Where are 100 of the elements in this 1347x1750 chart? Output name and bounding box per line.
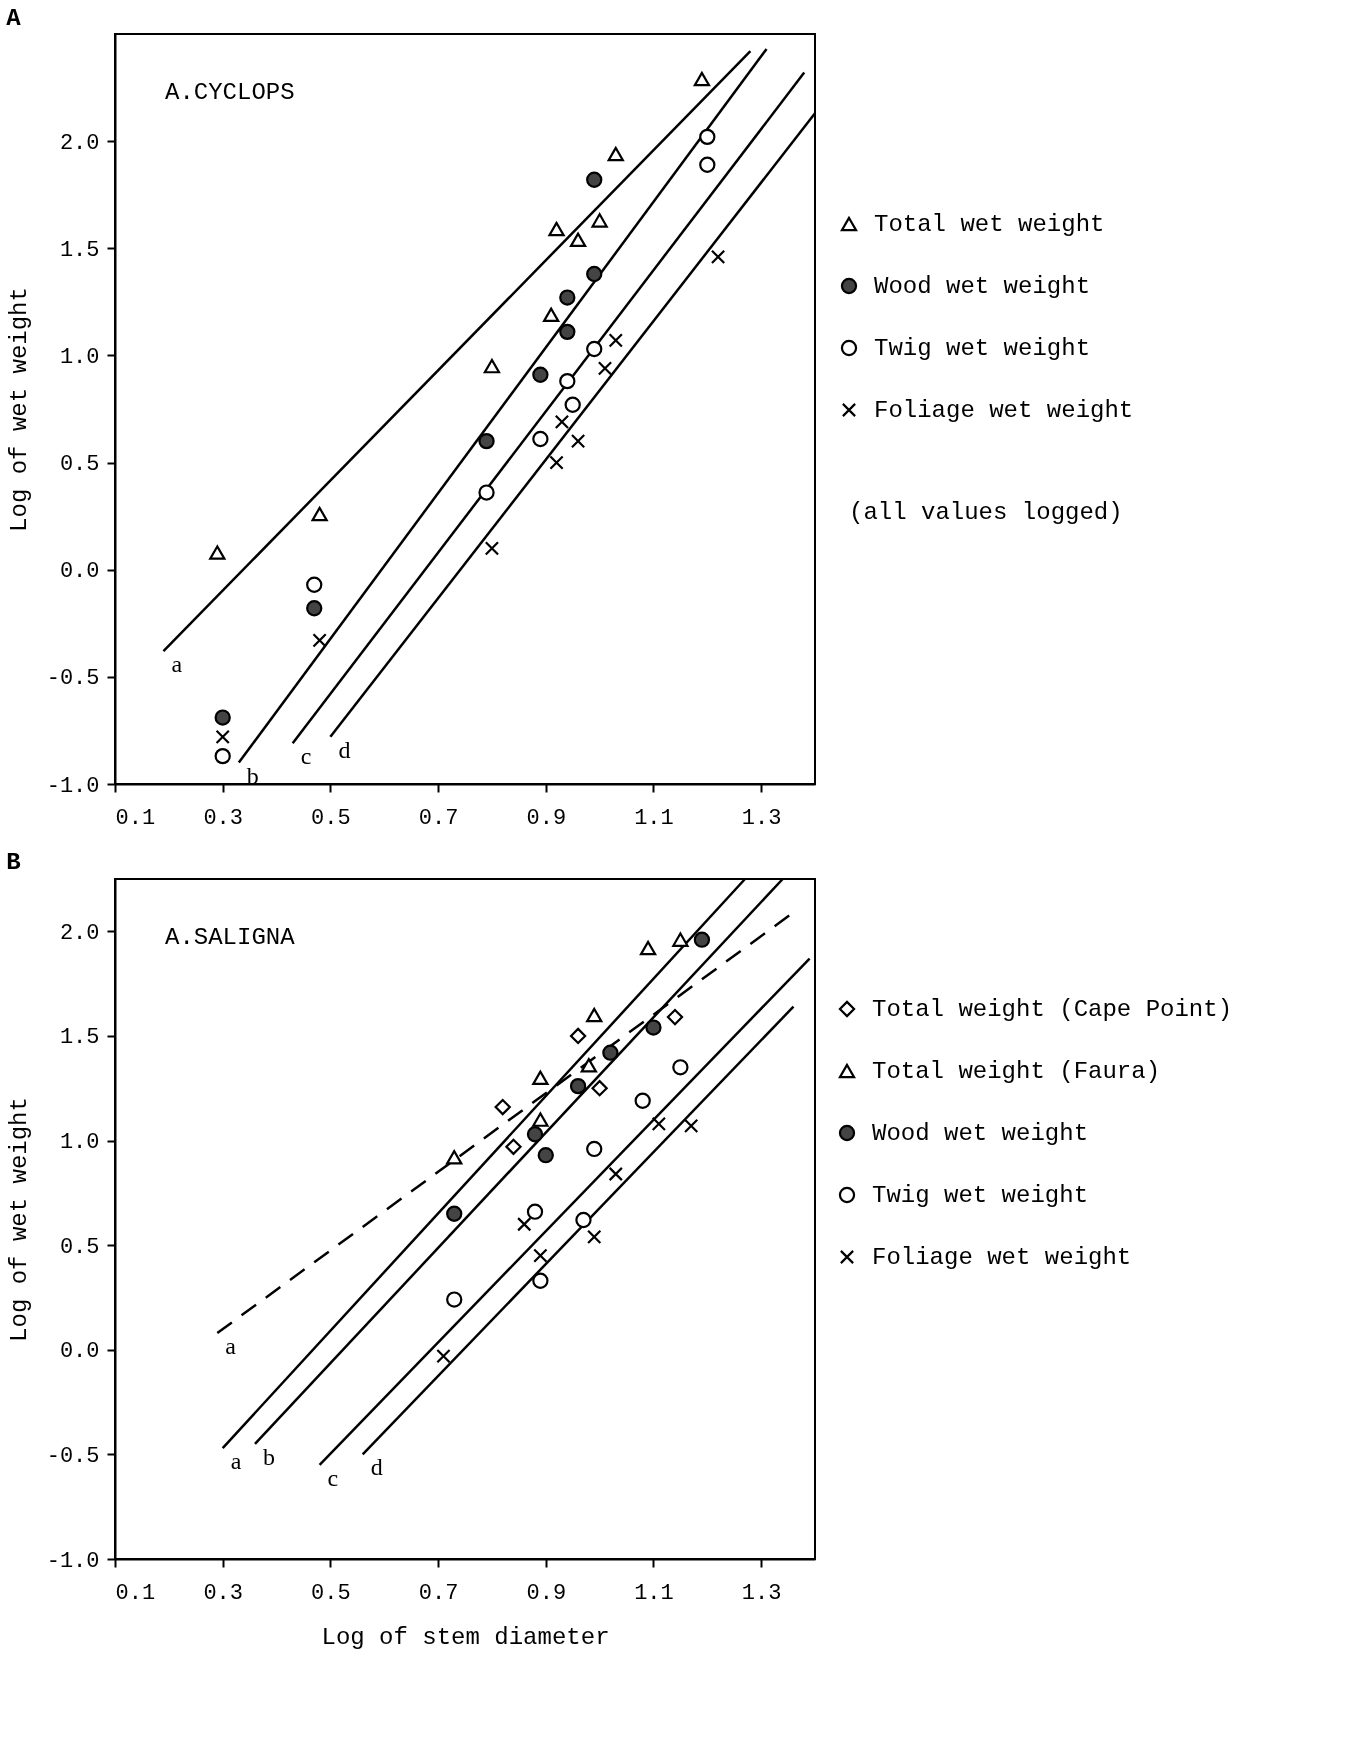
point — [559, 289, 576, 306]
legend-label: Wood wet weight — [872, 1120, 1089, 1147]
y-tick-label: 1.0 — [59, 344, 100, 370]
point — [483, 358, 501, 374]
legend-label: Total weight (Faura) — [872, 1058, 1161, 1085]
series-label: a — [171, 651, 183, 678]
y-tick-label: -0.5 — [46, 1443, 100, 1469]
point — [559, 372, 576, 390]
point — [710, 249, 726, 265]
x-tick-label: 1.1 — [634, 805, 674, 831]
point — [549, 455, 564, 470]
point — [586, 171, 603, 188]
point — [533, 1248, 548, 1263]
point — [526, 1126, 544, 1143]
y-tick-label: -1.0 — [46, 1548, 100, 1574]
point — [214, 747, 231, 765]
series-label: a — [225, 1333, 237, 1360]
point — [591, 1080, 608, 1097]
point — [608, 1166, 623, 1182]
series-label: d — [370, 1454, 383, 1481]
point — [569, 1077, 587, 1095]
x-tick-label: 0.3 — [203, 805, 243, 831]
legend-label: Total wet weight — [874, 211, 1105, 238]
point — [639, 940, 657, 956]
point — [526, 1203, 544, 1220]
legend-label: Wood wet weight — [874, 273, 1091, 300]
point — [586, 1140, 603, 1158]
x-tick-label: 0.7 — [418, 1580, 459, 1606]
point — [587, 1229, 602, 1245]
point — [311, 506, 328, 522]
y-tick-label: 1.0 — [59, 1130, 100, 1156]
y-axis-title: Log of wet weight — [5, 287, 33, 532]
text: A.CYCLOPS — [165, 79, 295, 106]
point — [478, 432, 495, 450]
point — [634, 1092, 651, 1109]
point — [575, 1211, 592, 1229]
point — [548, 221, 565, 237]
series-label: c — [327, 1464, 339, 1491]
point — [537, 1147, 554, 1164]
point — [586, 340, 603, 358]
x-tick-label: 0.1 — [115, 805, 156, 831]
point — [478, 484, 495, 501]
y-tick-label: 0.5 — [59, 452, 100, 478]
x-tick-label: 1.3 — [741, 805, 782, 831]
point — [693, 931, 711, 948]
legend-label: Foliage wet weight — [874, 397, 1134, 424]
y-tick-label: 1.5 — [59, 237, 100, 263]
point — [209, 545, 226, 560]
point — [517, 1217, 532, 1232]
x-tick-label: 0.9 — [526, 805, 567, 831]
y-axis-title: Log of wet weight — [5, 1097, 33, 1342]
point — [608, 333, 623, 348]
y-tick-label: -0.5 — [46, 666, 100, 692]
point — [607, 146, 624, 162]
y-tick-label: 0.0 — [59, 1339, 100, 1365]
point — [569, 1027, 587, 1045]
legend-label: Twig wet weight — [874, 335, 1091, 362]
y-tick-label: 2.0 — [59, 130, 100, 156]
point — [559, 323, 576, 341]
point — [693, 71, 711, 87]
point — [580, 1057, 598, 1073]
point — [586, 265, 603, 283]
point — [214, 709, 231, 726]
point — [699, 156, 716, 173]
y-tick-label: -1.0 — [46, 773, 100, 799]
point — [570, 433, 586, 449]
point — [645, 1019, 662, 1036]
point — [542, 307, 560, 322]
series-label: a — [230, 1448, 242, 1475]
y-tick-label: 1.5 — [59, 1025, 100, 1051]
x-axis-title: Log of stem diameter — [321, 1623, 610, 1651]
y-tick-label: 0.5 — [59, 1234, 100, 1260]
point — [532, 430, 549, 448]
legend-label: Foliage wet weight — [872, 1244, 1132, 1271]
series-label: c — [300, 743, 312, 770]
x-tick-label: 0.3 — [203, 1580, 243, 1606]
point — [505, 1138, 522, 1155]
y-tick-label: 0.0 — [59, 559, 100, 585]
point — [532, 1112, 549, 1127]
y-tick-label: 2.0 — [59, 920, 100, 946]
point — [532, 366, 549, 383]
legend-label: Twig wet weight — [872, 1182, 1089, 1209]
point — [651, 1116, 667, 1132]
point — [569, 232, 587, 247]
point — [215, 729, 230, 745]
point — [532, 1070, 549, 1085]
x-tick-label: 1.3 — [741, 1580, 782, 1606]
point — [436, 1348, 451, 1364]
point — [554, 414, 570, 430]
series-label: b — [263, 1443, 275, 1470]
point — [494, 1098, 511, 1116]
x-tick-label: 0.1 — [115, 1580, 156, 1606]
point — [602, 1044, 619, 1061]
x-tick-label: 0.5 — [311, 1580, 351, 1606]
x-tick-label: 0.5 — [311, 805, 351, 831]
point — [564, 396, 581, 413]
point — [446, 1205, 463, 1222]
x-tick-label: 1.1 — [634, 1580, 674, 1606]
point — [672, 932, 689, 947]
text: A.SALIGNA — [165, 924, 296, 951]
